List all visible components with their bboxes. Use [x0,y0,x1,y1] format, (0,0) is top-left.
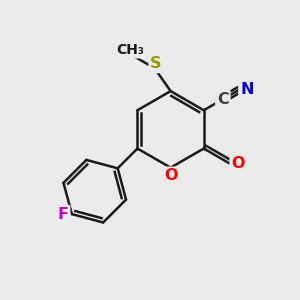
Text: F: F [58,207,68,222]
Text: CH₃: CH₃ [116,43,144,57]
Text: S: S [150,56,162,71]
Text: O: O [164,168,177,183]
Text: C: C [217,92,229,107]
Text: O: O [231,156,245,171]
Text: N: N [240,82,253,97]
